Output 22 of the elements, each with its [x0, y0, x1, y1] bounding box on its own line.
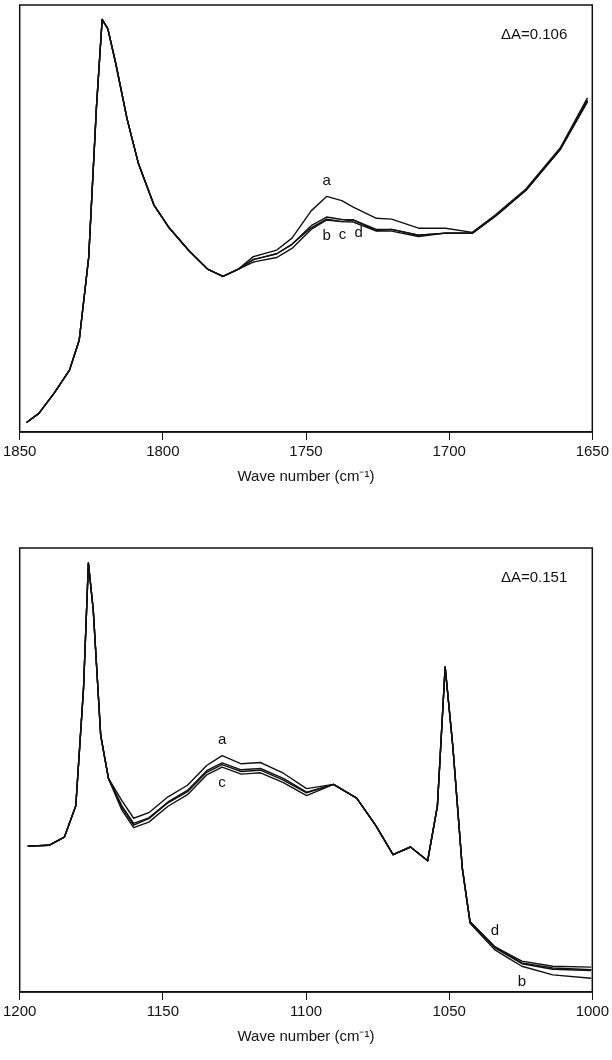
x-tick-label: 1150 [146, 1002, 179, 1020]
series-label: a [322, 170, 332, 188]
series-label: b [517, 972, 527, 990]
series-label: c [218, 773, 227, 791]
annotation: ΔA=0.151 [500, 567, 568, 585]
x-tick-label: 1050 [432, 1002, 466, 1020]
series-label: d [490, 921, 500, 939]
annotation: ΔA=0.106 [500, 24, 568, 42]
x-axis-title: Wave number (cm⁻¹) [237, 1027, 375, 1045]
x-tick-label: 1750 [289, 442, 323, 460]
x-tick-label: 1100 [289, 1002, 323, 1020]
series-label: a [217, 729, 227, 747]
x-tick-label: 1850 [3, 442, 37, 460]
x-axis-title: Wave number (cm⁻¹) [237, 467, 375, 485]
series-label: d [354, 223, 363, 241]
x-tick-label: 1200 [3, 1002, 37, 1020]
x-tick-label: 1800 [146, 442, 180, 460]
series-label: c [338, 225, 347, 243]
series-label: b [322, 226, 331, 244]
x-tick-label: 1000 [575, 1002, 609, 1020]
x-tick-label: 1650 [575, 442, 609, 460]
x-tick-label: 1700 [432, 442, 466, 460]
